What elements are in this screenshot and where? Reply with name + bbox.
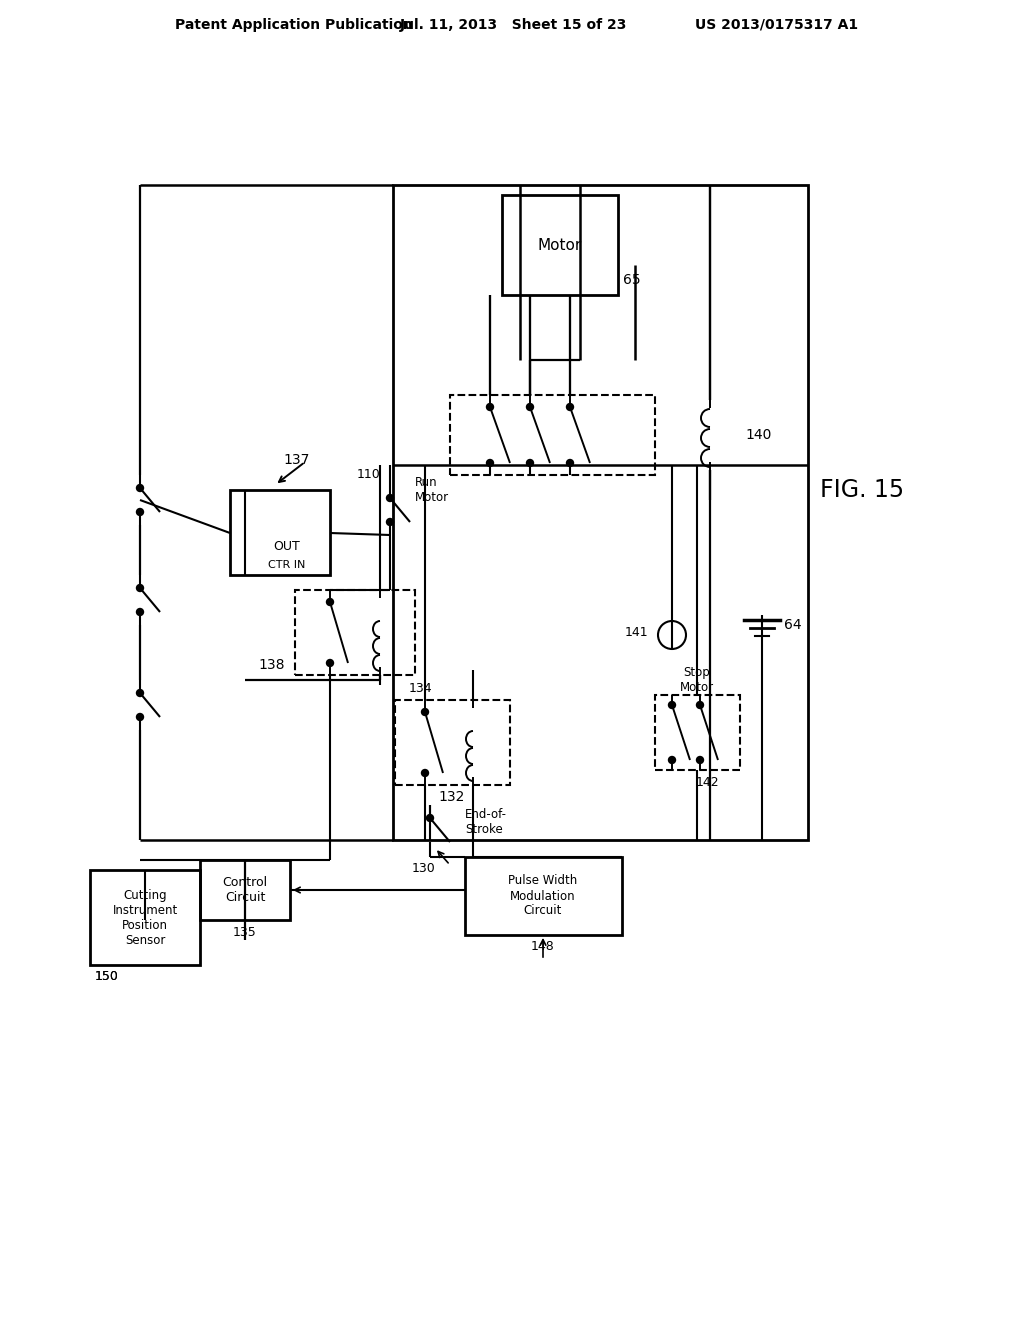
Text: 64: 64 (784, 618, 802, 632)
Circle shape (136, 484, 143, 491)
Text: 132: 132 (439, 789, 465, 804)
Text: Motor: Motor (538, 238, 582, 252)
Text: CTR IN: CTR IN (268, 560, 306, 570)
Text: 110: 110 (356, 469, 380, 482)
Text: OUT: OUT (273, 540, 300, 553)
Circle shape (696, 701, 703, 709)
Circle shape (386, 495, 393, 502)
Circle shape (327, 660, 334, 667)
Text: Pulse Width
Modulation
Circuit: Pulse Width Modulation Circuit (508, 874, 578, 917)
Circle shape (669, 701, 676, 709)
Text: 134: 134 (409, 681, 432, 694)
Text: Stop
Motor: Stop Motor (680, 667, 714, 694)
Circle shape (526, 459, 534, 466)
Text: 150: 150 (95, 970, 119, 983)
Text: Patent Application Publication: Patent Application Publication (175, 18, 413, 32)
Bar (295, 590, 415, 675)
Text: 142: 142 (695, 776, 719, 788)
Circle shape (486, 404, 494, 411)
Circle shape (386, 519, 393, 525)
Bar (200, 861, 290, 920)
Circle shape (327, 598, 334, 606)
Circle shape (422, 770, 428, 776)
Circle shape (566, 404, 573, 411)
Text: End-of-
Stroke: End-of- Stroke (465, 808, 507, 836)
Circle shape (136, 609, 143, 615)
Text: Cutting
Instrument
Position
Sensor: Cutting Instrument Position Sensor (113, 888, 177, 946)
Text: 65: 65 (623, 273, 641, 286)
Text: US 2013/0175317 A1: US 2013/0175317 A1 (695, 18, 858, 32)
Text: 140: 140 (745, 428, 771, 442)
Circle shape (486, 459, 494, 466)
Text: 135: 135 (233, 925, 257, 939)
Bar (230, 490, 330, 576)
Circle shape (427, 814, 433, 821)
Bar (502, 195, 618, 294)
Circle shape (136, 508, 143, 516)
Circle shape (136, 689, 143, 697)
Text: 150: 150 (95, 970, 119, 983)
Text: Control
Circuit: Control Circuit (222, 876, 267, 904)
Text: Run
Motor: Run Motor (415, 477, 450, 504)
Text: 130: 130 (412, 862, 436, 874)
Bar (655, 696, 740, 770)
Bar (395, 700, 510, 785)
Text: Jul. 11, 2013   Sheet 15 of 23: Jul. 11, 2013 Sheet 15 of 23 (400, 18, 628, 32)
Circle shape (696, 756, 703, 763)
Circle shape (136, 714, 143, 721)
Circle shape (526, 404, 534, 411)
Bar (465, 857, 622, 935)
Circle shape (566, 459, 573, 466)
Circle shape (136, 585, 143, 591)
Text: 138: 138 (258, 657, 285, 672)
Bar (393, 185, 808, 840)
Bar (450, 395, 655, 475)
Bar (90, 870, 200, 965)
Circle shape (669, 756, 676, 763)
Text: 148: 148 (531, 940, 555, 953)
Circle shape (422, 709, 428, 715)
Text: 137: 137 (284, 453, 310, 467)
Text: FIG. 15: FIG. 15 (820, 478, 904, 502)
Text: 141: 141 (625, 626, 648, 639)
